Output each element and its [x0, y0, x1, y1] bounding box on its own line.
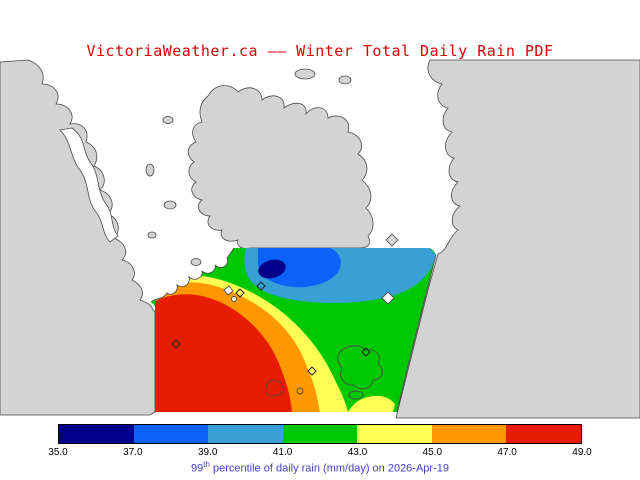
colorbar-tick-label: 47.0 — [497, 447, 517, 458]
station-marker — [171, 339, 181, 349]
caption-number: 99 — [191, 462, 204, 475]
colorbar-caption: 99th percentile of daily rain (mm/day) o… — [0, 460, 640, 475]
page-title: VictoriaWeather.ca –– Winter Total Daily… — [86, 42, 554, 60]
land-central-peninsula — [187, 85, 374, 249]
island-small — [385, 233, 399, 247]
land-right-mainland — [395, 59, 640, 419]
island-small — [147, 231, 157, 239]
coastline-islet-outline — [296, 387, 304, 395]
colorbar-segment-2 — [208, 425, 283, 443]
island-small — [190, 258, 202, 266]
inlet-left-fjord — [59, 127, 119, 243]
colorbar — [58, 424, 582, 444]
contour-region-35-37 — [258, 259, 286, 279]
island-small — [145, 163, 155, 177]
island-small — [163, 200, 177, 210]
station-marker — [235, 288, 245, 298]
colorbar-ticks: 35.0 37.0 39.0 41.0 43.0 45.0 47.0 49.0 — [48, 447, 591, 459]
harbour-cove — [223, 285, 234, 296]
land-left-coast — [0, 59, 156, 416]
island-small — [338, 75, 352, 85]
coastline-east-edge — [396, 254, 437, 413]
colorbar-tick-label: 41.0 — [272, 447, 293, 458]
caption-superscript: th — [203, 460, 210, 469]
station-marker — [307, 366, 317, 376]
harbour-cove — [231, 296, 237, 302]
station-marker — [256, 281, 266, 291]
colorbar-segment-3 — [282, 425, 358, 443]
coastline-islet-outline — [265, 379, 285, 397]
colorbar-segment-6 — [506, 425, 582, 443]
coastline-islet-outline — [348, 390, 364, 400]
colorbar-tick-label: 39.0 — [197, 447, 218, 458]
colorbar-tick-label: 35.0 — [48, 447, 68, 458]
colorbar-segment-5 — [431, 425, 507, 443]
island-small — [162, 116, 174, 124]
contour-region-43-45-east — [348, 395, 395, 412]
caption-text: percentile of daily rain (mm/day) on 202… — [209, 462, 449, 475]
contour-region-47-49 — [155, 294, 292, 412]
coastline-islands-outline — [337, 345, 383, 390]
station-marker — [361, 347, 371, 357]
contour-region-37-39 — [257, 248, 341, 288]
colorbar-tick-label: 45.0 — [422, 447, 443, 458]
island-small — [294, 68, 316, 80]
coastline-victoria — [150, 247, 235, 303]
colorbar-segment-0 — [59, 425, 134, 443]
colorbar-tick-label: 37.0 — [123, 447, 143, 458]
colorbar-segment-1 — [133, 425, 209, 443]
colorbar-tick-label: 49.0 — [572, 447, 592, 458]
island-cove — [381, 291, 395, 305]
colorbar-tick-label: 43.0 — [347, 447, 368, 458]
colorbar-segments — [59, 425, 582, 443]
colorbar-segment-4 — [357, 425, 432, 443]
